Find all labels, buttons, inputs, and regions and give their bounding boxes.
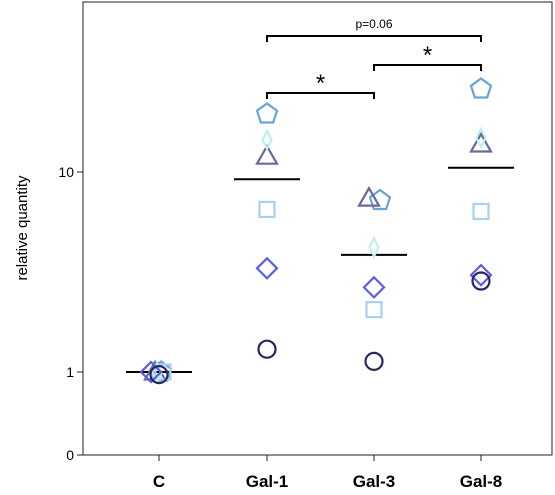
y-axis-label: relative quantity xyxy=(14,175,31,281)
significance-star: * xyxy=(423,42,432,69)
marker-square xyxy=(154,363,172,381)
y-axis: 0 1 10 xyxy=(58,164,83,463)
marker-square xyxy=(365,301,383,319)
marker-pentagon xyxy=(368,188,392,211)
x-tick-label: Gal-3 xyxy=(353,472,396,491)
marker-circle xyxy=(257,339,277,359)
x-axis: C Gal-1 Gal-3 Gal-8 xyxy=(153,455,502,491)
marker-square xyxy=(472,202,490,221)
marker-triangle xyxy=(469,131,493,153)
marker-pentagon xyxy=(255,102,279,124)
x-tick-label: Gal-8 xyxy=(460,472,503,491)
marker-circle xyxy=(471,271,491,291)
mean-lines xyxy=(126,166,514,373)
marker-circle xyxy=(364,351,384,371)
marker-triangle xyxy=(357,185,381,207)
significance-bracket xyxy=(373,64,482,71)
x-tick-label: Gal-1 xyxy=(246,472,289,491)
marker-square xyxy=(258,200,276,219)
marker-triangle xyxy=(255,143,279,165)
significance-p-value: p=0.06 xyxy=(355,17,392,31)
marker-diamond xyxy=(362,275,386,299)
marker-diamond xyxy=(139,360,163,384)
significance-bracket xyxy=(266,35,482,42)
marker-pentagon xyxy=(469,77,493,99)
marker-thin-diamond xyxy=(368,235,380,259)
significance-brackets: * * p=0.06 xyxy=(266,17,482,99)
y-tick-label: 1 xyxy=(66,364,74,380)
plot-frame xyxy=(82,1,553,456)
significance-bracket xyxy=(266,92,375,99)
y-tick-label: 10 xyxy=(58,164,74,180)
marker-circle xyxy=(149,365,169,385)
y-tick-label: 0 xyxy=(66,447,74,463)
significance-star: * xyxy=(316,70,325,97)
marker-thin-diamond xyxy=(261,128,273,152)
marker-thin-diamond xyxy=(475,126,487,150)
data-points xyxy=(139,77,493,385)
x-tick-label: C xyxy=(153,472,165,491)
marker-diamond xyxy=(469,263,493,287)
marker-diamond xyxy=(255,256,279,280)
